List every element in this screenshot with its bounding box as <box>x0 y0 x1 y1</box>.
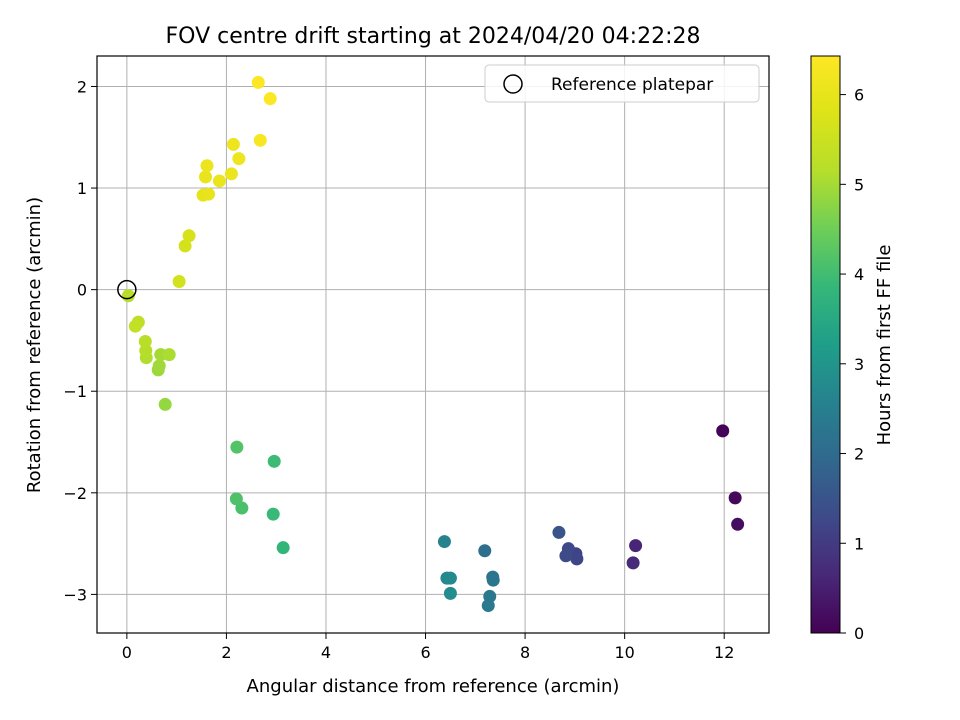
data-point <box>230 440 244 454</box>
data-point <box>266 507 280 521</box>
data-points <box>121 75 745 613</box>
data-point <box>158 397 172 411</box>
x-tick-label: 6 <box>420 643 430 662</box>
data-point <box>629 539 643 553</box>
x-tick-label: 8 <box>520 643 530 662</box>
colorbar-tick-label: 4 <box>854 265 864 284</box>
colorbar-tick-label: 2 <box>854 445 864 464</box>
y-tick-label: −2 <box>63 484 87 503</box>
data-point <box>251 75 265 89</box>
chart-title: FOV centre drift starting at 2024/04/20 … <box>166 24 701 49</box>
x-tick-label: 2 <box>221 643 231 662</box>
legend-entry-reference: Reference platepar <box>551 75 713 95</box>
y-tick-label: 0 <box>77 281 87 300</box>
data-point <box>229 492 243 506</box>
legend-box <box>484 64 760 103</box>
colorbar <box>810 55 841 634</box>
colorbar-ticks: 0 1 2 3 4 5 6 <box>840 86 864 643</box>
data-point <box>224 167 238 181</box>
data-point <box>626 556 640 570</box>
legend: Reference platepar <box>484 64 760 103</box>
x-tick-label: 12 <box>714 643 734 662</box>
y-axis-ticks: −3 −2 −1 0 1 2 <box>63 77 97 604</box>
data-point <box>559 549 573 563</box>
data-point <box>152 359 166 373</box>
x-axis-ticks: 0 2 4 6 8 10 12 <box>122 633 734 662</box>
y-tick-label: −3 <box>63 585 87 604</box>
data-point <box>162 348 176 362</box>
x-tick-label: 0 <box>122 643 132 662</box>
data-point <box>552 525 566 539</box>
data-point <box>128 319 142 333</box>
data-point <box>139 344 153 358</box>
reference-platepar-marker <box>117 279 137 300</box>
colorbar-tick-label: 6 <box>854 86 864 105</box>
data-point <box>212 174 226 188</box>
colorbar-tick-label: 1 <box>854 534 864 553</box>
data-point <box>716 424 730 438</box>
colorbar-tick-label: 3 <box>854 355 864 374</box>
data-point <box>226 137 240 151</box>
data-point <box>172 275 186 289</box>
colorbar-tick-label: 0 <box>854 624 864 643</box>
legend-reference-icon <box>503 74 523 94</box>
data-point <box>728 491 742 505</box>
y-axis-label: Rotation from reference (arcmin) <box>24 197 45 493</box>
data-point <box>276 541 290 555</box>
plot-frame <box>96 55 770 634</box>
data-point <box>437 535 451 549</box>
data-point <box>478 544 492 558</box>
data-point <box>202 187 216 201</box>
x-tick-label: 10 <box>614 643 634 662</box>
data-point <box>443 571 457 585</box>
data-point <box>481 599 495 613</box>
data-point <box>200 159 214 173</box>
grid <box>97 56 769 633</box>
data-point <box>267 454 281 468</box>
data-point <box>263 92 277 106</box>
data-point <box>486 573 500 587</box>
data-point <box>232 152 246 166</box>
data-point <box>178 239 192 253</box>
data-point <box>443 586 457 600</box>
y-tick-label: 1 <box>77 179 87 198</box>
data-point <box>182 229 196 243</box>
colorbar-tick-label: 5 <box>854 175 864 194</box>
data-point <box>731 517 745 531</box>
y-tick-label: 2 <box>77 77 87 96</box>
data-point <box>199 170 213 184</box>
data-point <box>138 334 152 348</box>
x-axis-label: Angular distance from reference (arcmin) <box>247 676 620 697</box>
colorbar-label: Hours from first FF file <box>874 245 895 446</box>
data-point <box>253 133 267 147</box>
data-point <box>570 552 584 566</box>
y-tick-label: −1 <box>63 382 87 401</box>
x-tick-label: 4 <box>321 643 331 662</box>
